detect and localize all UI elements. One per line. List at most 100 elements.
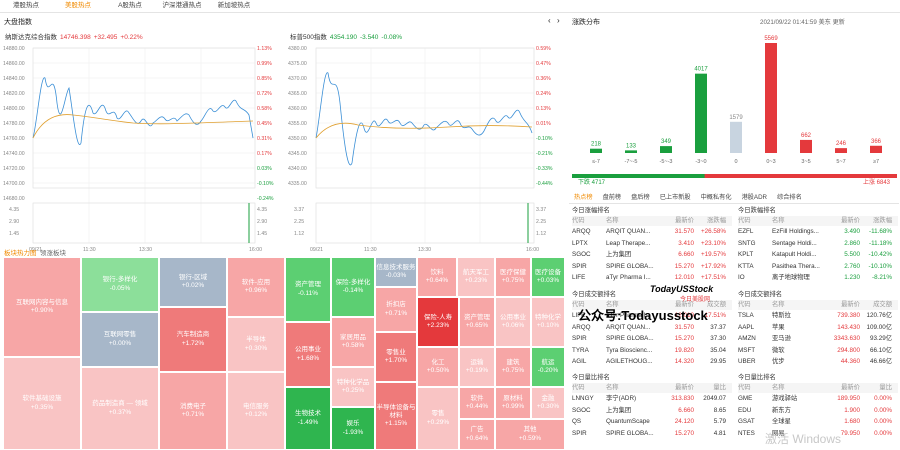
table-row[interactable]: SGOC 上为集团 6.660 +19.57% xyxy=(572,251,726,258)
table-row[interactable]: SPIR SPIRE GLOBA... 15.270 +17.92% xyxy=(572,262,726,270)
heatmap-cell[interactable]: 特种化学 +0.10% xyxy=(531,297,565,347)
dist-bar[interactable] xyxy=(625,150,637,153)
table-row[interactable]: KTTA Pasithea Thera... 2.760 -10.10% xyxy=(738,262,892,270)
ranking-tab[interactable]: 盘前榜 xyxy=(602,194,622,201)
table-row[interactable]: EDU 新东方 1.900 0.00% xyxy=(738,406,892,414)
heatmap-cell[interactable]: 饮料 +0.64% xyxy=(417,257,457,297)
heatmap-cell[interactable]: 零售 +0.29% xyxy=(417,387,459,450)
heatmap-cell[interactable]: 半导体设备与材料 +1.15% xyxy=(375,382,417,450)
dist-label: ≥7 xyxy=(873,159,879,165)
heatmap-cell[interactable]: 互联网内容与信息 +0.90% xyxy=(3,257,81,357)
table-row[interactable]: LIFE aTyr Pharma I... 12.010 17.51% xyxy=(572,312,726,319)
heatmap-cell[interactable]: 原材料 +0.99% xyxy=(495,387,531,419)
dist-bar[interactable] xyxy=(835,148,847,153)
heatmap-cell[interactable]: 建筑 +0.75% xyxy=(495,347,531,387)
tab-a[interactable]: A股热点 xyxy=(118,2,142,9)
table-row[interactable]: GSAT 全球星 1.680 0.00% xyxy=(738,418,892,425)
table-row[interactable]: SGOC 上为集团 6.660 8.65 xyxy=(572,406,726,414)
heatmap-cell[interactable]: 家居用品 +0.58% xyxy=(331,317,375,367)
table-row[interactable]: AGIL AGILETHOUG... 14.320 29.95 xyxy=(572,358,726,365)
heatmap-cell[interactable]: 医疗保健 +0.75% xyxy=(495,257,531,297)
leaders-tab[interactable]: 领涨板块 xyxy=(40,250,66,257)
heatmap-cell[interactable]: 半导体 +0.30% xyxy=(227,317,285,372)
heatmap-cell[interactable]: 零售业 +1.70% xyxy=(375,332,417,382)
dist-bar[interactable] xyxy=(800,139,812,153)
dist-bar[interactable] xyxy=(730,121,742,153)
heatmap-cell[interactable]: 信息技术服务 -0.03% xyxy=(375,257,417,287)
heatmap-cell[interactable]: 运输 +0.19% xyxy=(459,347,495,387)
table-row[interactable]: EZFL EzFill Holdings... 3.490 -11.68% xyxy=(738,228,892,235)
heatmap-cell[interactable]: 金融 +0.30% xyxy=(531,387,565,419)
dist-bar[interactable] xyxy=(870,145,882,153)
table-row[interactable]: SPIR SPIRE GLOBA... 15.270 37.30 xyxy=(572,335,726,342)
table-row[interactable]: LPTX Leap Therape... 3.410 +23.10% xyxy=(572,239,726,247)
heatmap-cell[interactable]: 保险-人寿 +2.23% xyxy=(417,297,459,347)
nasdaq-ytick: 14720.00 xyxy=(3,166,25,172)
sp500-chart[interactable]: 标普500指数 4354.190 -3.540 -0.08% 4380.00 4375.… xyxy=(288,31,568,257)
chevron-left-icon[interactable]: ‹ xyxy=(548,16,551,25)
table-row[interactable]: ARQQ ARQIT QUAN... 31.570 +26.58% xyxy=(572,228,726,235)
heatmap-cell[interactable]: 特种化学品 +0.25% xyxy=(331,367,375,407)
heatmap-cell[interactable]: 化工 +0.50% xyxy=(417,347,459,387)
tab-connect[interactable]: 沪深港通热点 xyxy=(162,2,202,9)
table-row[interactable]: MSFT 微软 294.800 66.10亿 xyxy=(738,346,892,354)
ranking-tab[interactable]: 热点榜 xyxy=(574,194,593,201)
heatmap-cell[interactable]: 公用事业 +1.68% xyxy=(285,322,331,387)
table-row[interactable]: IO 离子地球物理 1.230 -8.21% xyxy=(738,274,892,281)
heatmap-cell[interactable]: 软件-应用 +0.96% xyxy=(227,257,285,317)
heatmap-cell[interactable]: 资产管理 -0.11% xyxy=(285,257,331,322)
table-row[interactable]: LNNGY 李宁(ADR) 313.830 2049.07 xyxy=(572,395,726,402)
heatmap-cell[interactable]: 娱乐 -1.93% xyxy=(331,407,375,450)
table-row[interactable]: SPIR SPIRE GLOBA... 15.270 4.81 xyxy=(572,429,726,437)
heatmap-cell[interactable]: 软件 +0.44% xyxy=(459,387,495,419)
ranking-tab[interactable]: 已上市新股 xyxy=(659,194,691,201)
heatmap-cell[interactable]: 航运 -0.20% xyxy=(531,347,565,387)
nasdaq-chart[interactable]: 纳斯达克综合指数 14746.398 +32.495 +0.22% 14880.00 1… xyxy=(3,31,283,257)
ranking-tab[interactable]: 港股ADR xyxy=(741,194,768,201)
table-row[interactable]: TYRA Tyra Bioscienc... 19.820 35.04 xyxy=(572,346,726,354)
dist-bar[interactable] xyxy=(765,43,777,153)
heatmap-cell[interactable]: 保险-多样化 -0.14% xyxy=(331,257,375,317)
table-row[interactable]: AAPL 苹果 143.430 109.00亿 xyxy=(738,323,892,331)
dist-bar[interactable] xyxy=(695,73,707,153)
heatmap-cell[interactable]: 互联网零售 +0.00% xyxy=(81,312,159,367)
tab-sg[interactable]: 新加坡热点 xyxy=(217,2,251,9)
tab-us[interactable]: 美股热点 xyxy=(65,2,91,9)
dist-bar[interactable] xyxy=(590,148,602,153)
table-row[interactable]: KPLT Katapult Holdi... 5.500 -10.42% xyxy=(738,251,892,258)
heatmap-cell[interactable]: 资产管理 +0.65% xyxy=(459,297,495,347)
chevron-right-icon[interactable]: › xyxy=(557,16,560,25)
heatmap-cell[interactable]: 折扣店 +0.71% xyxy=(375,287,417,332)
table-row[interactable]: UBER 优步 44.360 46.66亿 xyxy=(738,358,892,365)
update-time: 2021/09/22 01:41:59 美东 更新 xyxy=(760,19,845,26)
table-row[interactable]: ARQQ ARQIT QUAN... 31.570 37.37 xyxy=(572,323,726,331)
ranking-tab[interactable]: 中概私有化 xyxy=(700,194,732,201)
sector-name: 资产管理 xyxy=(295,281,321,289)
heatmap-tab[interactable]: 板块热力图 xyxy=(4,250,37,257)
heatmap-cell[interactable]: 消费电子 +0.71% xyxy=(159,372,227,450)
heatmap-cell[interactable]: 生物技术 -1.49% xyxy=(285,387,331,450)
ranking-tab[interactable]: 综合排名 xyxy=(777,194,802,201)
heatmap-cell[interactable]: 汽车制造商 +1.72% xyxy=(159,307,227,372)
heatmap-cell[interactable]: 广告 +0.64% xyxy=(459,419,495,450)
ranking-tab[interactable]: 盘后榜 xyxy=(631,194,650,201)
table-row[interactable]: GME 游戏驿站 189.950 0.00% xyxy=(738,395,892,402)
list-header: 代码 名称 最新价 成交额 xyxy=(572,300,732,310)
table-row[interactable]: SNTG Sentage Holdi... 2.860 -11.18% xyxy=(738,239,892,247)
table-row[interactable]: AMZN 亚马逊 3343.630 93.29亿 xyxy=(738,335,892,342)
table-row[interactable]: TSLA 特斯拉 739.380 120.76亿 xyxy=(738,312,892,319)
heatmap-cell[interactable]: 电信服务 +0.12% xyxy=(227,372,285,450)
table-row[interactable]: NTES 网易 79.950 0.00% xyxy=(738,429,892,437)
heatmap-cell[interactable]: 航天军工 +0.23% xyxy=(457,257,495,297)
heatmap-cell[interactable]: 银行-多样化 -0.05% xyxy=(81,257,159,312)
heatmap-cell[interactable]: 软件基础设施 +0.35% xyxy=(3,357,81,450)
heatmap-cell[interactable]: 药品制造商 — 领域 +0.37% xyxy=(81,367,159,450)
heatmap-cell[interactable]: 医疗设备 +0.03% xyxy=(531,257,565,297)
table-row[interactable]: QS QuantumScape 24.120 5.79 xyxy=(572,418,726,425)
heatmap-cell[interactable]: 公用事业 +0.06% xyxy=(495,297,531,347)
heatmap-cell[interactable]: 银行-区域 +0.02% xyxy=(159,257,227,307)
tab-hk[interactable]: 港股热点 xyxy=(13,2,39,9)
heatmap-cell[interactable]: 其他 +0.59% xyxy=(495,419,565,450)
dist-bar[interactable] xyxy=(660,146,672,153)
table-row[interactable]: LIFE aTyr Pharma I... 12.010 +17.51% xyxy=(572,274,726,281)
